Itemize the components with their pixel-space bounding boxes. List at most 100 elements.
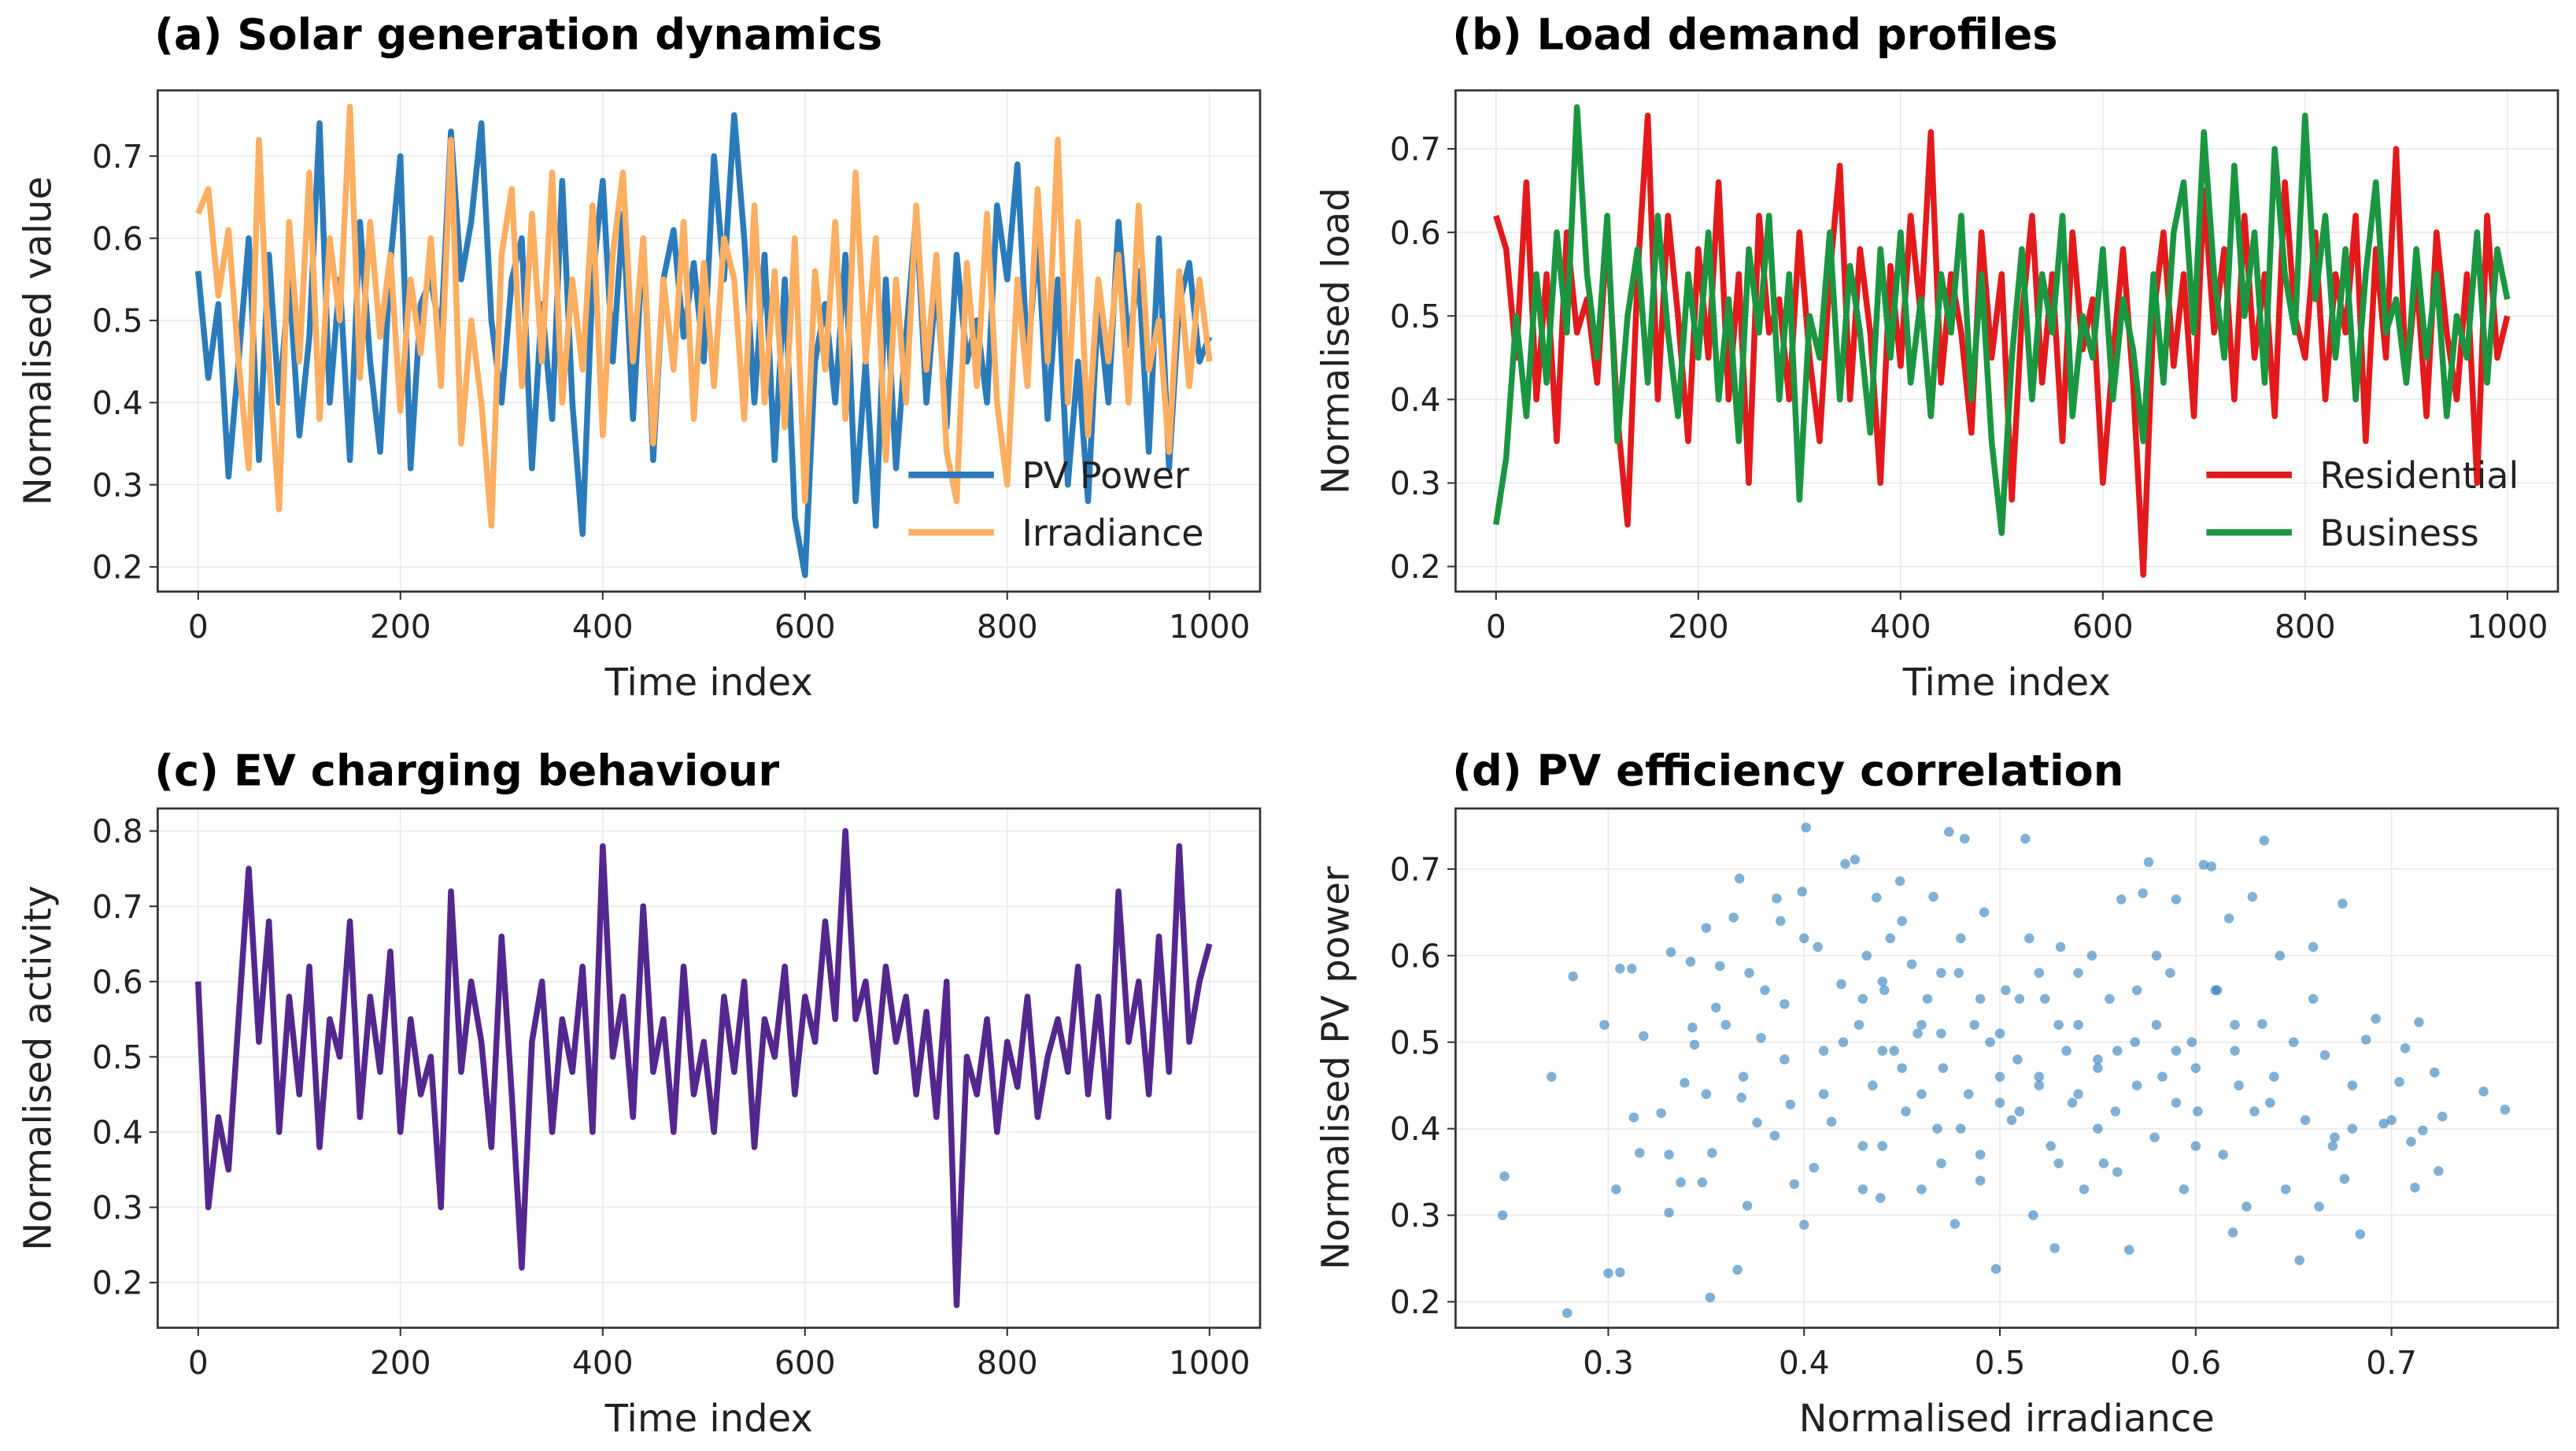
scatter-point xyxy=(1547,1072,1557,1082)
panel-title: (c) EV charging behaviour xyxy=(154,746,779,796)
scatter-point xyxy=(1913,1028,1923,1038)
scatter-point xyxy=(2339,1174,2350,1184)
panel-title: (a) Solar generation dynamics xyxy=(154,10,882,60)
scatter-point xyxy=(1936,968,1946,979)
scatter-point xyxy=(1994,1072,2005,1082)
scatter-point xyxy=(1711,1002,1721,1012)
y-tick-label: 0.4 xyxy=(92,1114,143,1152)
scatter-point xyxy=(1615,1267,1625,1278)
scatter-point xyxy=(2053,1020,2064,1030)
scatter-point xyxy=(1936,1028,1946,1038)
y-tick-label: 0.5 xyxy=(92,302,143,340)
scatter-point xyxy=(2418,1125,2428,1136)
scatter-point xyxy=(2049,1243,2060,1253)
scatter-point xyxy=(1797,887,1808,897)
scatter-point xyxy=(2300,1115,2311,1125)
scatter-point xyxy=(2006,1115,2017,1125)
scatter-point xyxy=(2123,1245,2134,1255)
y-tick-label: 0.4 xyxy=(1390,1110,1441,1148)
scatter-point xyxy=(2355,1229,2366,1240)
y-axis-label: Normalised PV power xyxy=(1314,866,1358,1270)
x-tick-label: 1000 xyxy=(2467,608,2548,646)
scatter-point xyxy=(2046,1141,2056,1151)
scatter-point xyxy=(2218,1149,2228,1160)
scatter-point xyxy=(1568,971,1578,982)
scatter-point xyxy=(2437,1111,2448,1122)
scatter-point xyxy=(1689,1039,1700,1050)
scatter-point xyxy=(1877,1141,1888,1151)
scatter-point xyxy=(1975,1175,1986,1186)
scatter-point xyxy=(1928,891,1938,902)
scatter-point xyxy=(1818,1046,1829,1056)
scatter-point xyxy=(1877,976,1888,987)
x-tick-label: 1000 xyxy=(1169,608,1251,646)
scatter-point xyxy=(2138,888,2148,898)
axes-frame xyxy=(157,89,1262,593)
scatter-point xyxy=(1497,1210,1508,1220)
scatter-point xyxy=(1732,1264,1743,1275)
scatter-point xyxy=(2034,1072,2045,1082)
scatter-point xyxy=(1877,1046,1888,1056)
y-tick-label: 0.2 xyxy=(92,1264,143,1302)
scatter-point xyxy=(2186,1037,2197,1047)
scatter-point xyxy=(2086,950,2097,961)
scatter-point xyxy=(1850,854,1861,865)
scatter-point xyxy=(1963,1089,1974,1099)
scatter-point xyxy=(1959,834,1970,844)
scatter-point xyxy=(1868,1080,1878,1090)
scatter-point xyxy=(1701,1089,1712,1099)
scatter-point xyxy=(1736,1092,1746,1103)
scatter-point xyxy=(1499,1171,1510,1182)
scatter-point xyxy=(2073,968,2083,979)
panel-d-pv-efficiency: (d) PV efficiency correlation 0.3 0.4 0.5 0.… xyxy=(1314,746,2559,1441)
scatter-point xyxy=(2093,1054,2103,1064)
scatter-point xyxy=(1772,893,1782,904)
y-tick-label: 0.5 xyxy=(1390,1023,1441,1061)
scatter-point xyxy=(2230,1046,2240,1056)
scatter-point xyxy=(2093,1063,2103,1073)
scatter-point xyxy=(2430,1067,2440,1078)
scatter-point xyxy=(2406,1136,2416,1147)
scatter-point xyxy=(2067,1098,2078,1108)
scatter-point xyxy=(2319,1049,2330,1060)
scatter-point xyxy=(1615,964,1625,974)
scatter-point xyxy=(1906,959,1917,970)
panel-title: (d) PV efficiency correlation xyxy=(1452,746,2123,796)
panel-a-solar-generation: (a) Solar generation dynamics 0 200 400 600 8… xyxy=(17,10,1262,705)
scatter-point xyxy=(2234,1080,2244,1090)
scatter-point xyxy=(1836,979,1846,990)
scatter-point xyxy=(2053,1158,2064,1168)
x-tick-label: 0.7 xyxy=(2366,1344,2417,1382)
scatter-point xyxy=(2073,1020,2083,1030)
panel-c-ev-charging: (c) EV charging behaviour 0 200 400 600 800 10… xyxy=(17,746,1262,1441)
scatter-point xyxy=(1894,875,1905,887)
scatter-point xyxy=(1990,1264,2001,1274)
scatter-point xyxy=(2112,1046,2123,1056)
scatter-point xyxy=(1861,950,1872,961)
scatter-point xyxy=(2394,1077,2404,1087)
series-line-business xyxy=(1493,104,2511,536)
scatter-point xyxy=(2247,891,2258,902)
scatter-point xyxy=(2179,1184,2190,1194)
y-tick-label: 0.2 xyxy=(92,549,143,587)
scatter-point xyxy=(1857,994,1868,1005)
y-tick-label: 0.7 xyxy=(92,138,143,176)
axes-frame xyxy=(1454,807,2559,1329)
x-tick-label: 200 xyxy=(370,608,431,646)
y-tick-label: 0.6 xyxy=(1390,214,1441,252)
scatter-point xyxy=(1950,1219,1961,1229)
legend-label: Residential xyxy=(2319,454,2519,497)
scatter-point xyxy=(2116,894,2127,905)
scatter-point xyxy=(1638,1031,1649,1042)
scatter-point xyxy=(2193,1106,2203,1116)
scatter-point xyxy=(1818,1089,1829,1099)
scatter-point xyxy=(2478,1086,2489,1097)
x-tick-label: 400 xyxy=(572,1344,634,1382)
x-tick-label: 600 xyxy=(774,1344,836,1382)
scatter-point xyxy=(2105,994,2115,1005)
x-tick-label: 0 xyxy=(188,608,209,646)
y-tick-label: 0.4 xyxy=(92,384,143,422)
scatter-point xyxy=(2165,968,2175,979)
scatter-point xyxy=(2034,968,2045,979)
y-axis-label: Normalised value xyxy=(17,176,61,505)
